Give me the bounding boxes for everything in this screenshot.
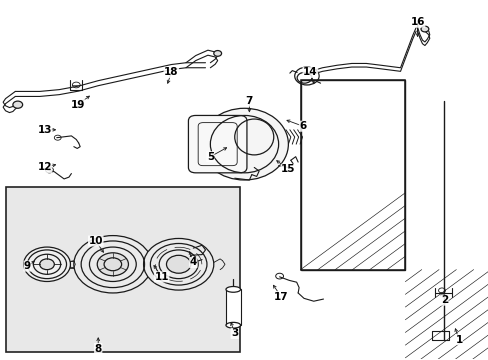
Circle shape (40, 259, 54, 270)
Circle shape (97, 253, 128, 276)
Text: 16: 16 (409, 17, 424, 27)
Ellipse shape (225, 287, 240, 292)
Circle shape (13, 101, 22, 108)
Circle shape (23, 247, 70, 282)
Text: 6: 6 (299, 121, 306, 131)
Circle shape (166, 255, 190, 273)
Text: 17: 17 (273, 292, 288, 302)
Text: 15: 15 (281, 164, 295, 174)
Text: 12: 12 (37, 162, 52, 172)
Text: 7: 7 (245, 96, 253, 106)
Ellipse shape (225, 322, 240, 328)
FancyBboxPatch shape (188, 116, 246, 173)
Text: 18: 18 (164, 67, 178, 77)
Text: 14: 14 (303, 67, 317, 77)
Text: 11: 11 (154, 272, 168, 282)
Text: 1: 1 (454, 334, 462, 345)
Text: 8: 8 (94, 343, 102, 354)
Text: 4: 4 (189, 257, 197, 267)
Ellipse shape (200, 108, 288, 180)
Text: 9: 9 (24, 261, 31, 271)
Bar (300, 80, 405, 270)
Bar (300, 80, 405, 270)
Circle shape (213, 50, 221, 56)
Circle shape (420, 26, 428, 32)
Text: 2: 2 (440, 295, 447, 305)
Text: 13: 13 (37, 125, 52, 135)
Circle shape (74, 235, 152, 293)
Text: 3: 3 (231, 328, 238, 338)
Circle shape (143, 238, 213, 290)
Text: 19: 19 (70, 100, 85, 110)
Text: 10: 10 (88, 236, 103, 246)
Bar (5, 187, 239, 352)
Bar (225, 289, 240, 325)
Text: 5: 5 (206, 152, 214, 162)
